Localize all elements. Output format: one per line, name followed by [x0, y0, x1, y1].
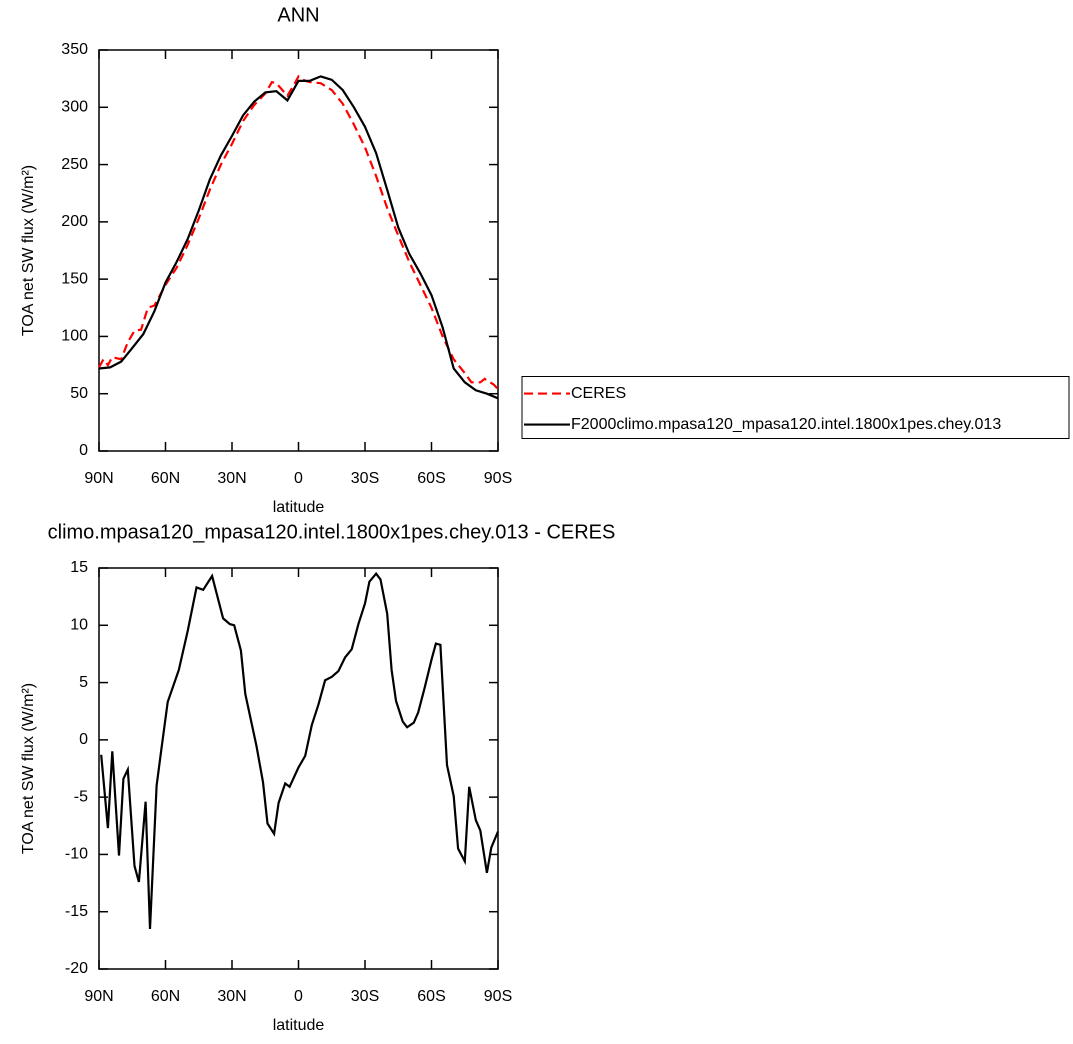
y-tick-label: -10	[65, 846, 88, 863]
x-tick-label: 30S	[351, 470, 379, 487]
x-tick-label: 60S	[417, 470, 445, 487]
legend-label: CERES	[571, 385, 626, 402]
data-line	[98, 75, 499, 400]
y-tick-label: 350	[61, 41, 88, 58]
y-tick-label: -5	[74, 788, 88, 805]
y-tick-label: 5	[79, 674, 88, 691]
y-tick-label: 0	[79, 731, 88, 748]
y-tick-label: 200	[61, 213, 88, 230]
y-tick-label: 150	[61, 270, 88, 287]
y-tick-label: -15	[65, 903, 88, 920]
chart-title: climo.mpasa120_mpasa120.intel.1800x1pes.…	[48, 521, 616, 543]
data-line	[100, 571, 500, 929]
y-axis-label: TOA net SW flux (W/m²)	[20, 165, 37, 336]
x-tick-label: 60N	[151, 988, 180, 1005]
legend-box	[521, 376, 1070, 439]
y-tick-label: 50	[70, 385, 88, 402]
y-tick-label: 15	[70, 559, 88, 576]
y-tick-label: 100	[61, 328, 88, 345]
x-tick-label: 90S	[484, 470, 512, 487]
x-tick-label: 30N	[217, 470, 246, 487]
data-line	[98, 74, 499, 390]
y-axis-label: TOA net SW flux (W/m²)	[20, 683, 37, 854]
x-tick-label: 60N	[151, 470, 180, 487]
x-tick-label: 30N	[217, 988, 246, 1005]
x-tick-label: 90N	[84, 988, 113, 1005]
chart-title: ANN	[277, 4, 319, 26]
y-tick-label: -20	[65, 960, 88, 977]
y-tick-label: 10	[70, 617, 88, 634]
legend-label: F2000climo.mpasa120_mpasa120.intel.1800x…	[571, 416, 1001, 433]
x-tick-label: 90N	[84, 470, 113, 487]
x-axis-label: latitude	[273, 499, 325, 516]
x-tick-label: 30S	[351, 988, 379, 1005]
x-tick-label: 0	[294, 988, 303, 1005]
y-tick-label: 300	[61, 99, 88, 116]
y-tick-label: 0	[79, 442, 88, 459]
x-tick-label: 0	[294, 470, 303, 487]
x-tick-label: 90S	[484, 988, 512, 1005]
y-tick-label: 250	[61, 156, 88, 173]
plot-frame	[98, 49, 499, 452]
x-axis-label: latitude	[273, 1017, 325, 1034]
x-tick-label: 60S	[417, 988, 445, 1005]
